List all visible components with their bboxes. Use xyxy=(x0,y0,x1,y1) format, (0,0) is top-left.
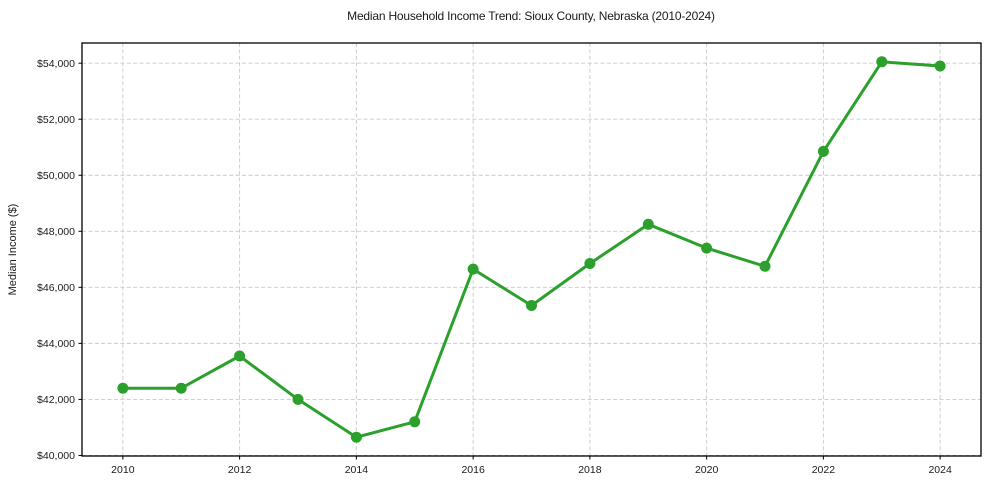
x-tick-label: 2016 xyxy=(461,464,485,476)
y-axis-label: Median Income ($) xyxy=(7,204,19,296)
data-point-2015 xyxy=(409,416,421,428)
y-tick-label: $40,000 xyxy=(37,450,75,462)
x-tick-label: 2020 xyxy=(695,464,719,476)
chart-title: Median Household Income Trend: Sioux Cou… xyxy=(347,9,715,23)
data-point-2014 xyxy=(350,431,362,443)
y-tick-label: $54,000 xyxy=(37,58,75,70)
x-tick-label: 2022 xyxy=(812,464,836,476)
data-point-2020 xyxy=(701,242,713,254)
axis-ticks xyxy=(78,62,941,460)
plot-frame xyxy=(81,42,982,457)
data-point-2019 xyxy=(642,218,654,230)
x-tick-label: 2010 xyxy=(111,464,135,476)
data-point-2016 xyxy=(467,263,479,275)
gridlines xyxy=(82,43,981,456)
data-point-2010 xyxy=(117,382,129,394)
data-point-2013 xyxy=(292,393,304,405)
trend-line xyxy=(121,60,942,439)
data-point-2024 xyxy=(934,60,946,72)
y-tick-label: $50,000 xyxy=(37,170,75,182)
data-point-2012 xyxy=(234,350,246,362)
data-point-2011 xyxy=(175,382,187,394)
axis-tick-labels: $40,000 $42,000 $44,000 $46,000 $48,000 $50,0… xyxy=(37,58,952,476)
y-tick-label: $48,000 xyxy=(37,226,75,238)
x-tick-label: 2014 xyxy=(345,464,369,476)
data-point-2017 xyxy=(526,300,537,311)
y-tick-label: $46,000 xyxy=(37,282,75,294)
data-point-2018 xyxy=(584,258,596,269)
data-point-2023 xyxy=(876,56,888,68)
data-point-2021 xyxy=(759,260,771,272)
data-point-2022 xyxy=(817,145,829,157)
x-tick-label: 2012 xyxy=(228,464,252,476)
x-tick-label: 2024 xyxy=(928,464,952,476)
income-trend-series xyxy=(117,56,946,443)
y-tick-label: $42,000 xyxy=(37,394,75,406)
x-tick-label: 2018 xyxy=(578,464,602,476)
y-tick-label: $52,000 xyxy=(37,114,75,126)
y-tick-label: $44,000 xyxy=(37,338,75,350)
